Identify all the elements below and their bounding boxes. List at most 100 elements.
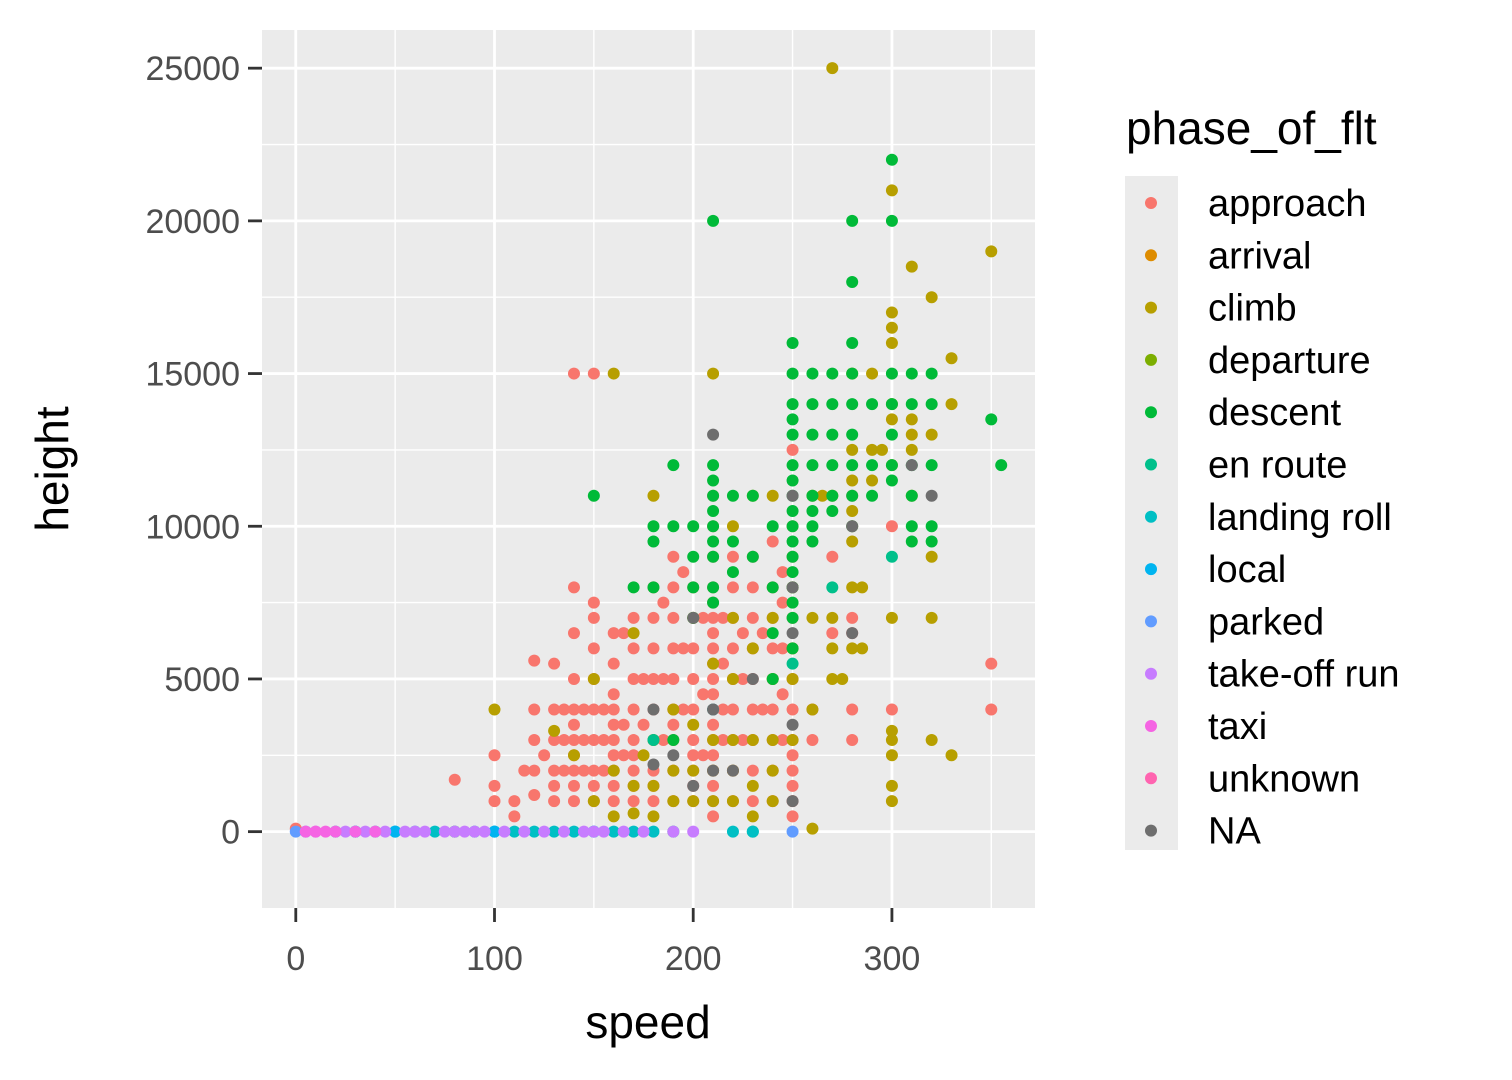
data-point bbox=[389, 825, 402, 838]
data-point bbox=[885, 413, 898, 426]
data-point bbox=[885, 724, 898, 737]
data-point bbox=[667, 734, 680, 747]
data-point bbox=[786, 428, 799, 441]
legend-key bbox=[1145, 301, 1157, 314]
data-point bbox=[687, 825, 700, 838]
data-point bbox=[985, 657, 998, 670]
data-point bbox=[438, 825, 451, 838]
legend-key bbox=[1145, 615, 1157, 628]
data-point bbox=[905, 398, 918, 411]
data-point bbox=[627, 627, 640, 640]
data-point bbox=[786, 398, 799, 411]
data-point bbox=[726, 734, 739, 747]
data-point bbox=[885, 550, 898, 563]
data-point bbox=[567, 367, 580, 380]
data-point bbox=[846, 275, 859, 288]
data-point bbox=[587, 611, 600, 624]
data-point bbox=[806, 398, 819, 411]
data-point bbox=[766, 611, 779, 624]
data-point bbox=[548, 825, 561, 838]
data-point bbox=[677, 642, 690, 655]
data-point bbox=[667, 764, 680, 777]
data-point bbox=[905, 260, 918, 273]
data-point bbox=[875, 443, 888, 456]
data-point bbox=[647, 581, 660, 594]
data-point bbox=[707, 367, 720, 380]
data-point bbox=[905, 520, 918, 533]
data-point bbox=[558, 703, 571, 716]
data-point bbox=[786, 596, 799, 609]
x-tick-label: 200 bbox=[665, 940, 722, 978]
data-point bbox=[528, 789, 541, 802]
data-point bbox=[508, 810, 521, 823]
data-point bbox=[846, 581, 859, 594]
data-point bbox=[707, 520, 720, 533]
data-point bbox=[806, 367, 819, 380]
data-point bbox=[687, 581, 700, 594]
data-point bbox=[687, 795, 700, 808]
data-point bbox=[846, 367, 859, 380]
data-point bbox=[846, 520, 859, 533]
data-point bbox=[905, 489, 918, 502]
data-point bbox=[289, 825, 302, 838]
data-point bbox=[905, 443, 918, 456]
data-point bbox=[647, 779, 660, 792]
data-point bbox=[617, 718, 630, 731]
data-point bbox=[786, 566, 799, 579]
data-point bbox=[746, 825, 759, 838]
legend-label: arrival bbox=[1208, 235, 1311, 277]
data-point bbox=[766, 489, 779, 502]
data-point bbox=[786, 489, 799, 502]
data-point bbox=[786, 520, 799, 533]
data-point bbox=[349, 825, 362, 838]
data-point bbox=[726, 703, 739, 716]
data-point bbox=[786, 718, 799, 731]
legend-key bbox=[1145, 197, 1157, 209]
data-point bbox=[707, 688, 720, 701]
legend-key bbox=[1145, 824, 1157, 837]
data-point bbox=[726, 520, 739, 533]
data-point bbox=[707, 474, 720, 487]
data-point bbox=[717, 611, 730, 624]
data-point bbox=[905, 459, 918, 472]
data-point bbox=[786, 672, 799, 685]
data-point bbox=[587, 672, 600, 685]
data-point bbox=[548, 657, 561, 670]
data-point bbox=[925, 428, 938, 441]
data-point bbox=[587, 764, 600, 777]
data-point bbox=[786, 337, 799, 350]
data-point bbox=[617, 825, 630, 838]
data-point bbox=[885, 520, 898, 533]
data-point bbox=[985, 703, 998, 716]
data-point bbox=[647, 535, 660, 548]
data-point bbox=[766, 764, 779, 777]
data-point bbox=[746, 672, 759, 685]
data-point bbox=[637, 672, 650, 685]
data-point bbox=[707, 489, 720, 502]
legend-key bbox=[1145, 406, 1157, 419]
data-point bbox=[627, 611, 640, 624]
data-point bbox=[806, 520, 819, 533]
data-point bbox=[746, 642, 759, 655]
data-point bbox=[866, 443, 879, 456]
data-point bbox=[885, 367, 898, 380]
legend-key bbox=[1145, 458, 1157, 471]
data-point bbox=[567, 749, 580, 762]
y-tick-label: 10000 bbox=[145, 508, 240, 546]
data-point bbox=[786, 795, 799, 808]
legend-label: departure bbox=[1208, 340, 1371, 382]
data-point bbox=[528, 764, 541, 777]
data-point bbox=[786, 474, 799, 487]
data-point bbox=[299, 825, 312, 838]
data-point bbox=[726, 550, 739, 563]
data-point bbox=[826, 489, 839, 502]
data-point bbox=[428, 825, 441, 838]
data-point bbox=[558, 764, 571, 777]
data-point bbox=[866, 367, 879, 380]
data-point bbox=[826, 398, 839, 411]
data-point bbox=[667, 703, 680, 716]
data-point bbox=[846, 489, 859, 502]
data-point bbox=[786, 642, 799, 655]
data-point bbox=[707, 703, 720, 716]
data-point bbox=[488, 749, 501, 762]
